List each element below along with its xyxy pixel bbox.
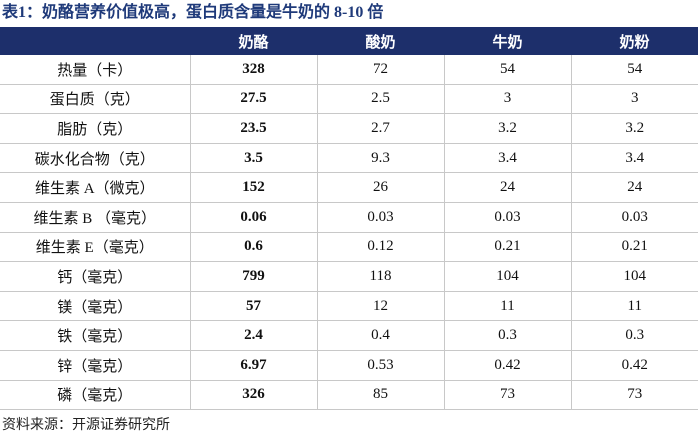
cell-value: 3.4 <box>443 143 571 174</box>
cell-value: 72 <box>316 55 444 85</box>
cell-value: 24 <box>570 172 698 203</box>
cell-value: 0.42 <box>443 350 571 381</box>
table-row: 镁（毫克） 57 12 11 11 <box>0 291 698 322</box>
cell-value: 73 <box>443 380 571 411</box>
table-row: 碳水化合物（克） 3.5 9.3 3.4 3.4 <box>0 143 698 174</box>
cell-value: 11 <box>443 291 571 322</box>
cell-value: 0.53 <box>316 350 444 381</box>
row-label: 维生素 E（毫克） <box>0 232 190 263</box>
cell-value: 0.3 <box>570 320 698 351</box>
cell-value: 326 <box>189 380 317 411</box>
column-header: 酸奶 <box>317 27 444 55</box>
cell-value: 3.2 <box>443 113 571 144</box>
cell-value: 0.42 <box>570 350 698 381</box>
cell-value: 0.6 <box>189 232 317 263</box>
table-row: 蛋白质（克） 27.5 2.5 3 3 <box>0 84 698 115</box>
row-label: 镁（毫克） <box>0 291 190 322</box>
cell-value: 2.4 <box>189 320 317 351</box>
header-blank <box>0 27 190 55</box>
table-title: 表1：奶酪营养价值极高，蛋白质含量是牛奶的 8-10 倍 <box>2 4 384 21</box>
cell-value: 0.4 <box>316 320 444 351</box>
table-row: 热量（卡） 328 72 54 54 <box>0 55 698 85</box>
cell-value: 0.03 <box>443 202 571 233</box>
table-row: 铁（毫克） 2.4 0.4 0.3 0.3 <box>0 320 698 351</box>
cell-value: 328 <box>189 55 317 85</box>
cell-value: 0.3 <box>443 320 571 351</box>
cell-value: 2.5 <box>316 84 444 115</box>
cell-value: 799 <box>189 261 317 292</box>
table-row: 脂肪（克） 23.5 2.7 3.2 3.2 <box>0 113 698 144</box>
row-label: 脂肪（克） <box>0 113 190 144</box>
cell-value: 24 <box>443 172 571 203</box>
column-header: 奶酪 <box>190 27 317 55</box>
cell-value: 152 <box>189 172 317 203</box>
table-row: 钙（毫克） 799 118 104 104 <box>0 261 698 292</box>
cell-value: 3 <box>443 84 571 115</box>
cell-value: 73 <box>570 380 698 411</box>
row-label: 热量（卡） <box>0 55 190 85</box>
cell-value: 0.12 <box>316 232 444 263</box>
cell-value: 26 <box>316 172 444 203</box>
row-label: 锌（毫克） <box>0 350 190 381</box>
nutrition-table: 奶酪 酸奶 牛奶 奶粉 热量（卡） 328 72 54 54 蛋白质（克） 27.5 2.5 3 3 脂肪… <box>0 27 698 411</box>
cell-value: 3.4 <box>570 143 698 174</box>
cell-value: 11 <box>570 291 698 322</box>
row-label: 铁（毫克） <box>0 320 190 351</box>
row-label: 碳水化合物（克） <box>0 143 190 174</box>
row-label: 钙（毫克） <box>0 261 190 292</box>
table-row: 磷（毫克） 326 85 73 73 <box>0 380 698 411</box>
column-header: 奶粉 <box>571 27 698 55</box>
cell-value: 54 <box>443 55 571 85</box>
cell-value: 0.03 <box>570 202 698 233</box>
source-note: 资料来源：开源证券研究所 <box>2 418 170 433</box>
cell-value: 3 <box>570 84 698 115</box>
column-header: 牛奶 <box>444 27 571 55</box>
cell-value: 6.97 <box>189 350 317 381</box>
cell-value: 3.5 <box>189 143 317 174</box>
row-label: 维生素 B （毫克） <box>0 202 190 233</box>
table-row: 维生素 A（微克） 152 26 24 24 <box>0 172 698 203</box>
table-row: 维生素 E（毫克） 0.6 0.12 0.21 0.21 <box>0 232 698 263</box>
cell-value: 0.03 <box>316 202 444 233</box>
table-row: 维生素 B （毫克） 0.06 0.03 0.03 0.03 <box>0 202 698 233</box>
cell-value: 2.7 <box>316 113 444 144</box>
header-row: 奶酪 酸奶 牛奶 奶粉 <box>0 27 698 55</box>
cell-value: 54 <box>570 55 698 85</box>
cell-value: 23.5 <box>189 113 317 144</box>
cell-value: 118 <box>316 261 444 292</box>
cell-value: 104 <box>570 261 698 292</box>
cell-value: 27.5 <box>189 84 317 115</box>
cell-value: 85 <box>316 380 444 411</box>
row-label: 磷（毫克） <box>0 380 190 411</box>
cell-value: 3.2 <box>570 113 698 144</box>
table-row: 锌（毫克） 6.97 0.53 0.42 0.42 <box>0 350 698 381</box>
cell-value: 0.06 <box>189 202 317 233</box>
cell-value: 9.3 <box>316 143 444 174</box>
cell-value: 0.21 <box>570 232 698 263</box>
cell-value: 104 <box>443 261 571 292</box>
cell-value: 0.21 <box>443 232 571 263</box>
cell-value: 12 <box>316 291 444 322</box>
row-label: 维生素 A（微克） <box>0 172 190 203</box>
cell-value: 57 <box>189 291 317 322</box>
row-label: 蛋白质（克） <box>0 84 190 115</box>
